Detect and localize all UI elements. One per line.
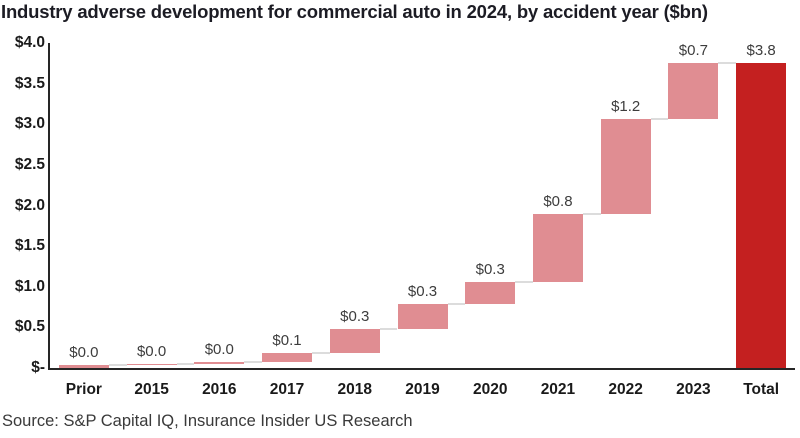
- x-label-total: Total: [743, 381, 780, 398]
- step-connector-2019: [447, 302, 466, 305]
- data-label-2022: $1.2: [611, 98, 641, 116]
- x-label-2021: 2021: [540, 381, 576, 398]
- x-label-prior: Prior: [65, 381, 102, 398]
- y-tick-35: $3.5: [14, 74, 45, 92]
- bar-2020: [465, 281, 516, 304]
- y-tick-30: $3.0: [14, 115, 45, 133]
- x-axis-line: [48, 368, 795, 370]
- x-label-2018: 2018: [337, 381, 372, 398]
- bar-2016: [194, 361, 245, 364]
- step-connector-2021: [582, 213, 601, 216]
- data-label-2018: $0.3: [340, 308, 370, 325]
- bar-total: [736, 62, 787, 368]
- bar-prior: [58, 364, 109, 368]
- x-label-2022: 2022: [608, 381, 643, 398]
- y-tick-05: $0.5: [14, 318, 45, 336]
- data-label-2019: $0.3: [407, 282, 438, 300]
- step-connector-2016: [244, 360, 263, 363]
- bar-2019: [397, 303, 448, 329]
- data-label-2016: $0.0: [204, 340, 234, 358]
- source-attribution: Source: S&P Capital IQ, Insurance Inside…: [2, 412, 413, 430]
- y-tick-20: $2.0: [14, 196, 45, 214]
- y-tick-15: $1.5: [14, 237, 45, 255]
- data-label-2015: $0.0: [136, 342, 167, 360]
- step-connector-2018: [379, 328, 398, 330]
- x-label-2019: 2019: [405, 381, 440, 398]
- y-tick-40: $4.0: [14, 34, 45, 51]
- bar-2017: [262, 353, 313, 362]
- x-label-2020: 2020: [472, 381, 508, 398]
- data-label-total: $3.8: [746, 41, 776, 59]
- data-label-2020: $0.3: [475, 260, 505, 278]
- step-connector-prior: [108, 363, 127, 366]
- x-label-2017: 2017: [269, 381, 305, 398]
- y-tick-: $-: [31, 359, 45, 376]
- data-label-2021: $0.8: [543, 193, 573, 211]
- bar-2015: [126, 363, 177, 366]
- bar-2021: [532, 214, 583, 282]
- step-connector-2022: [650, 118, 669, 121]
- data-label-2017: $0.1: [272, 332, 302, 350]
- bar-2022: [600, 119, 651, 215]
- y-tick-25: $2.5: [14, 155, 45, 173]
- step-connector-2023: [718, 61, 737, 64]
- bar-2023: [668, 62, 719, 120]
- x-label-2015: 2015: [134, 381, 169, 398]
- bar-2018: [329, 329, 380, 354]
- data-label-prior: $0.0: [69, 343, 99, 361]
- x-label-2016: 2016: [202, 381, 237, 398]
- step-connector-2015: [176, 362, 195, 365]
- chart-title: Industry adverse development for commerc…: [1, 1, 708, 22]
- y-tick-10: $1.0: [14, 277, 45, 295]
- step-connector-2017: [312, 352, 330, 355]
- data-label-2023: $0.7: [678, 41, 708, 59]
- y-axis-line: [48, 43, 50, 370]
- step-connector-2020: [515, 280, 533, 283]
- x-label-2023: 2023: [676, 381, 711, 398]
